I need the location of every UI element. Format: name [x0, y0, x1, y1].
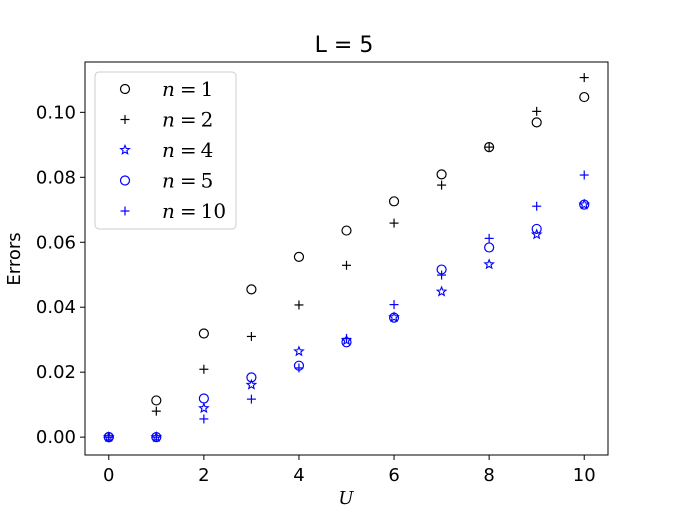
y-tick-label: 0.08	[36, 167, 76, 188]
x-tick-label: 6	[388, 465, 399, 486]
data-point	[246, 372, 257, 383]
chart-title: L = 5	[315, 33, 374, 58]
data-point	[198, 402, 210, 414]
data-point	[294, 300, 304, 310]
y-tick-label: 0.02	[36, 362, 76, 383]
data-point	[293, 345, 305, 357]
data-point	[104, 432, 114, 442]
data-point	[293, 251, 305, 262]
y-tick-label: 0.04	[36, 297, 76, 318]
data-point	[578, 198, 591, 210]
legend-label: n = 1	[162, 77, 213, 101]
x-tick-label: 0	[103, 465, 114, 486]
data-point	[246, 284, 257, 295]
data-point	[341, 225, 352, 236]
series-5	[104, 170, 589, 442]
data-point	[483, 258, 495, 270]
legend-frame	[94, 71, 237, 230]
data-point	[579, 91, 590, 103]
data-point	[437, 180, 447, 190]
legend-label: n = 5	[162, 169, 213, 193]
y-tick-label: 0.10	[36, 102, 76, 123]
data-point	[532, 201, 542, 211]
data-point	[484, 233, 494, 243]
data-point	[437, 270, 447, 280]
x-tick-label: 4	[293, 465, 304, 486]
series-4	[103, 199, 590, 443]
legend-marker	[119, 143, 131, 155]
data-points	[102, 73, 591, 443]
legend-marker	[119, 83, 131, 95]
data-point	[342, 260, 351, 270]
data-point	[389, 300, 399, 310]
data-point	[532, 106, 542, 116]
y-axis-label: Errors	[4, 232, 25, 285]
data-point	[245, 378, 258, 390]
y-tick-label: 0.06	[36, 232, 76, 253]
x-axis-label: U	[338, 488, 354, 509]
legend-marker	[120, 115, 130, 124]
legend-marker	[119, 175, 131, 186]
data-point	[388, 312, 400, 323]
legend-marker	[120, 206, 130, 216]
legend-label: n = 10	[162, 199, 226, 223]
data-point	[388, 311, 400, 323]
data-point	[579, 199, 590, 210]
data-point	[579, 73, 589, 83]
data-point	[531, 117, 542, 128]
data-point	[199, 364, 209, 374]
y-axis: 0.00 0.02 0.04 0.06 0.08 0.10	[36, 102, 85, 448]
data-point	[198, 393, 209, 404]
data-point	[579, 170, 589, 180]
data-point	[436, 169, 447, 180]
data-point	[388, 196, 400, 207]
data-point	[389, 218, 399, 228]
data-point	[199, 414, 209, 424]
series-3	[102, 198, 591, 443]
x-tick-label: 8	[483, 465, 494, 486]
data-point	[435, 285, 448, 297]
data-point	[246, 394, 256, 404]
data-point	[342, 333, 351, 343]
data-point	[531, 223, 542, 235]
plot-area	[84, 61, 609, 456]
data-point	[530, 228, 543, 240]
data-point	[151, 406, 161, 416]
data-point	[198, 328, 209, 339]
data-point	[484, 242, 495, 253]
x-tick-label: 10	[573, 465, 596, 486]
data-point	[484, 142, 494, 152]
data-point	[151, 395, 162, 406]
data-point	[246, 331, 256, 341]
x-axis: 0 2 4 6 8 10	[103, 455, 596, 486]
data-point	[151, 432, 161, 442]
legend-label: n = 2	[162, 108, 213, 132]
data-point	[294, 363, 304, 373]
legend-label: n = 4	[162, 138, 213, 162]
x-tick-label: 2	[198, 465, 209, 486]
y-tick-label: 0.00	[36, 427, 76, 448]
legend: n = 1 n = 2 n = 4 n = 5 n = 10	[94, 71, 237, 230]
